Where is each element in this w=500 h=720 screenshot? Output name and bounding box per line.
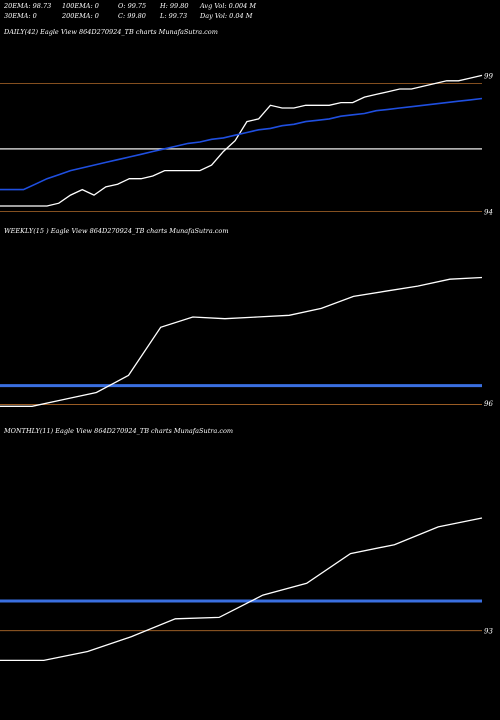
daily-ema-line	[0, 97, 483, 191]
ema100-value: 100EMA: 0	[62, 2, 99, 10]
monthly-chart-title: MONTHLY(11) Eagle View 864D270924_TB cha…	[4, 427, 234, 435]
avg-vol-value: Avg Vol: 0.004 M	[200, 2, 257, 10]
daily-chart-title: DAILY(42) Eagle View 864D270924_TB chart…	[4, 28, 218, 36]
high-value: H: 99.80	[160, 2, 189, 10]
ema30-value: 30EMA: 0	[4, 12, 37, 20]
weekly-price-line	[0, 276, 483, 407]
daily-price-line	[0, 74, 483, 207]
daily-y-tick-1: 94	[484, 208, 493, 216]
close-value: C: 99.80	[118, 12, 146, 20]
weekly-chart-title: WEEKLY(15 ) Eagle View 864D270924_TB cha…	[4, 227, 229, 235]
weekly-y-tick-0: 96	[484, 400, 493, 408]
low-value: L: 99.73	[160, 12, 188, 20]
day-vol-value: Day Vol: 0.04 M	[200, 12, 253, 20]
ema20-value: 20EMA: 98.73	[4, 2, 52, 10]
ema200-value: 200EMA: 0	[62, 12, 99, 20]
open-value: O: 99.75	[118, 2, 147, 10]
monthly-price-line	[0, 517, 483, 662]
monthly-y-tick-0: 93	[484, 628, 493, 636]
daily-y-tick-0: 99	[484, 72, 493, 80]
